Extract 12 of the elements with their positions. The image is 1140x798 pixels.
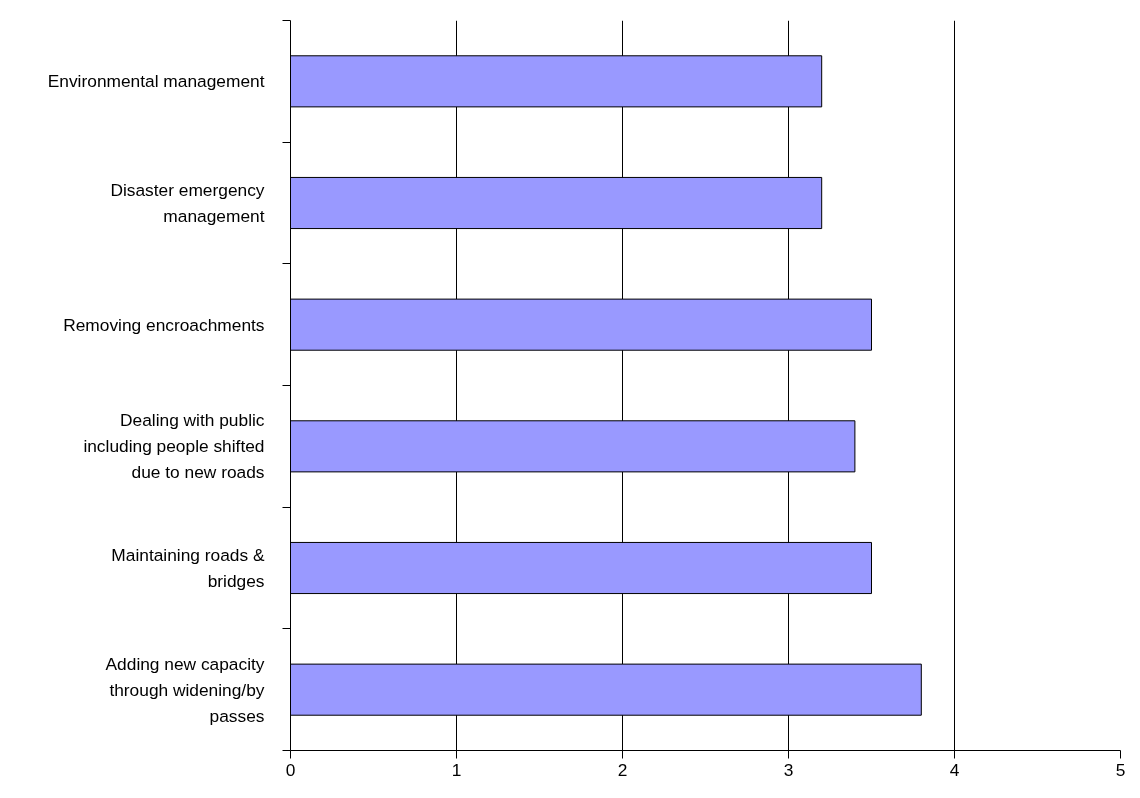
x-tick-label: 0 — [285, 759, 296, 780]
y-tick-label: Removing encroachments — [63, 314, 265, 335]
x-tick-label: 4 — [949, 759, 960, 780]
x-tick-label: 3 — [783, 759, 794, 780]
x-tick-label: 2 — [617, 759, 628, 780]
y-tick-label: Adding new capacity through widening/by passes — [105, 653, 265, 726]
y-tick-label: Dealing with public including people shifted due to new roads — [83, 410, 265, 483]
x-tick-label: 5 — [1115, 759, 1126, 780]
x-tick-label: 1 — [451, 759, 462, 780]
y-tick-label: Disaster emergency management — [110, 180, 265, 226]
y-tick-label: Environmental management — [47, 71, 265, 92]
y-tick-label: Maintaining roads & bridges — [111, 545, 265, 591]
